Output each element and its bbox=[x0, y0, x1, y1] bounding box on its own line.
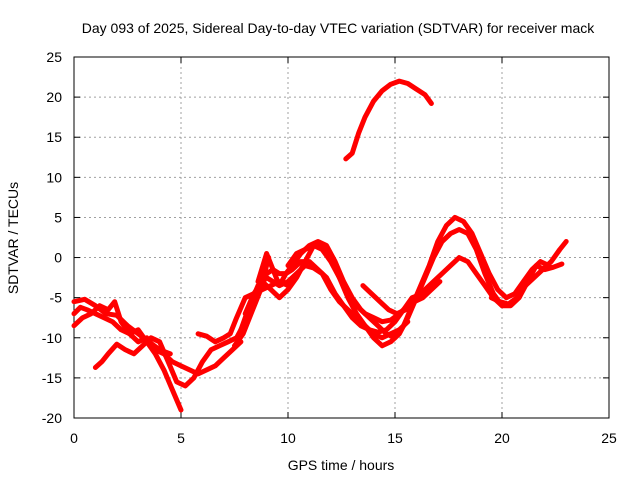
y-tick-label: -15 bbox=[42, 370, 62, 386]
x-tick-label: 25 bbox=[601, 430, 617, 446]
series-line-sat-k bbox=[360, 279, 443, 317]
x-tick-label: 15 bbox=[387, 430, 403, 446]
chart-title: Day 093 of 2025, Sidereal Day-to-day VTE… bbox=[82, 20, 595, 36]
x-tick-label: 10 bbox=[280, 430, 296, 446]
plot-frame bbox=[73, 56, 610, 419]
y-tick-label: -5 bbox=[50, 290, 63, 306]
y-tick-label: 0 bbox=[54, 250, 62, 266]
y-tick-label: -10 bbox=[42, 330, 62, 346]
series-line-sat-h bbox=[242, 227, 505, 349]
x-tick-label: 0 bbox=[70, 430, 78, 446]
y-tick-label: 10 bbox=[46, 169, 62, 185]
x-tick-label: 20 bbox=[494, 430, 510, 446]
series-line-sat-e bbox=[195, 279, 291, 345]
y-tick-label: 5 bbox=[54, 209, 62, 225]
series-line-sat-i bbox=[255, 214, 552, 341]
ticks bbox=[73, 56, 610, 419]
series-line-sat-d bbox=[71, 296, 173, 357]
y-axis-label: SDTVAR / TECUs bbox=[5, 182, 21, 294]
series-line-sat-g bbox=[238, 263, 411, 341]
series-group bbox=[71, 78, 569, 413]
y-tick-label: 15 bbox=[46, 129, 62, 145]
y-tick-label: 20 bbox=[46, 89, 62, 105]
series-line-sat-b bbox=[71, 299, 244, 377]
grid bbox=[74, 57, 609, 418]
y-tick-label: 25 bbox=[46, 49, 62, 65]
x-tick-label: 5 bbox=[177, 430, 185, 446]
series-line-sat-m bbox=[343, 78, 434, 162]
y-tick-label: -20 bbox=[42, 410, 62, 426]
tick-labels: 0 5 10 15 20 25 -20 -15 -10 -5 0 5 10 15 20 25 bbox=[42, 49, 617, 446]
x-axis-label: GPS time / hours bbox=[288, 457, 395, 473]
series-line-sat-l bbox=[488, 239, 569, 307]
